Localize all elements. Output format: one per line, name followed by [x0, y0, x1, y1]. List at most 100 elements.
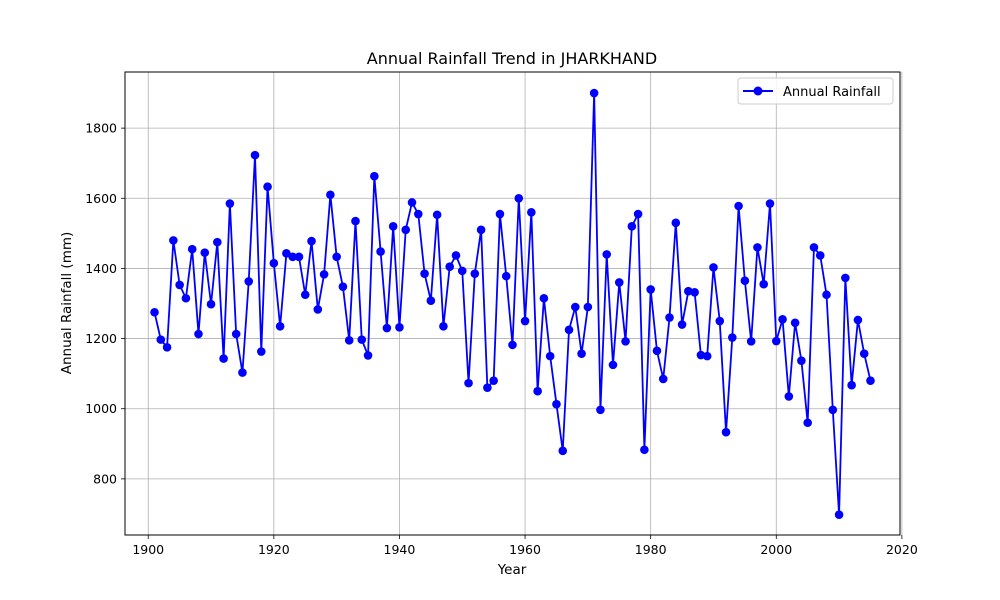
data-point — [200, 248, 210, 257]
data-point — [307, 236, 316, 246]
data-point — [432, 210, 442, 220]
data-point — [583, 302, 593, 312]
data-point — [288, 252, 297, 262]
legend-marker-sample — [753, 86, 763, 96]
data-point — [702, 351, 712, 361]
data-point — [426, 296, 436, 305]
data-point — [501, 271, 511, 281]
data-point — [439, 321, 448, 331]
data-point — [533, 386, 542, 396]
data-point — [728, 333, 737, 342]
legend: Annual Rainfall — [737, 77, 894, 105]
data-point — [495, 209, 505, 219]
data-point — [219, 354, 228, 363]
data-point — [451, 251, 461, 260]
data-point — [658, 374, 668, 384]
data-point — [715, 316, 725, 326]
data-point — [571, 302, 580, 312]
y-tick-label: 1400 — [85, 261, 117, 276]
data-point — [627, 222, 637, 231]
data-point — [621, 337, 630, 346]
data-point — [476, 225, 486, 235]
data-point — [338, 282, 348, 291]
data-point — [596, 405, 605, 415]
data-point — [778, 314, 787, 324]
data-point — [169, 236, 178, 245]
data-point — [319, 270, 329, 279]
x-tick-label: 2020 — [886, 542, 918, 557]
data-point — [508, 340, 517, 350]
y-tick-label: 1800 — [85, 121, 117, 136]
data-point — [834, 510, 844, 519]
data-point — [847, 380, 856, 390]
data-point — [407, 198, 417, 207]
data-point — [282, 249, 291, 258]
data-point — [753, 243, 762, 252]
data-point — [357, 335, 367, 344]
legend-label: Annual Rainfall — [783, 85, 881, 100]
data-point — [564, 325, 574, 335]
y-tick-label: 1600 — [85, 191, 117, 206]
data-point — [187, 244, 197, 254]
data-point — [470, 269, 480, 278]
data-point — [527, 208, 536, 217]
data-point — [256, 347, 266, 356]
data-point — [677, 320, 687, 329]
data-point — [784, 392, 794, 401]
y-tick-label: 1200 — [85, 331, 117, 346]
x-tick-label: 1960 — [509, 542, 541, 557]
data-point — [275, 321, 285, 331]
data-point — [734, 201, 743, 211]
data-point — [665, 313, 674, 322]
data-point — [363, 351, 373, 360]
data-point — [244, 277, 254, 286]
data-point — [602, 250, 612, 259]
data-point — [413, 209, 423, 219]
data-point — [809, 243, 819, 252]
data-point — [395, 323, 404, 332]
data-point — [250, 150, 260, 160]
data-point — [514, 193, 524, 203]
data-point — [332, 252, 341, 262]
data-point — [225, 199, 235, 208]
data-point — [162, 343, 172, 352]
data-point — [181, 293, 191, 303]
data-point — [351, 216, 360, 226]
data-point — [545, 351, 555, 361]
data-point — [294, 252, 304, 262]
data-point — [150, 307, 159, 317]
data-point — [841, 273, 850, 283]
data-point — [489, 376, 498, 385]
data-point — [614, 278, 624, 287]
data-point — [866, 376, 875, 385]
data-point — [539, 293, 549, 303]
data-point — [828, 405, 838, 415]
data-point — [370, 171, 379, 181]
data-point — [633, 209, 643, 219]
data-point — [401, 225, 411, 235]
data-point — [589, 88, 599, 98]
data-point — [797, 356, 806, 365]
data-point — [326, 190, 335, 200]
data-point — [238, 368, 247, 377]
x-tick-label: 1940 — [384, 542, 416, 557]
data-point — [652, 346, 662, 356]
data-point — [263, 182, 272, 191]
axis-ticks: 1900 1920 1940 1960 1980 2000 2020 800 1000 1200 1… — [85, 121, 918, 557]
data-point — [690, 287, 699, 297]
data-point — [300, 290, 310, 300]
data-point — [213, 237, 222, 247]
data-point — [853, 315, 863, 325]
x-axis-label: Year — [497, 562, 527, 578]
data-point — [709, 263, 718, 272]
data-point — [803, 418, 812, 428]
data-point — [313, 305, 323, 314]
y-tick-label: 800 — [93, 471, 117, 486]
data-point — [822, 290, 831, 300]
data-point — [740, 276, 750, 286]
data-point — [771, 336, 781, 346]
data-point — [175, 280, 184, 290]
data-point — [859, 349, 869, 358]
series-line — [153, 92, 872, 516]
